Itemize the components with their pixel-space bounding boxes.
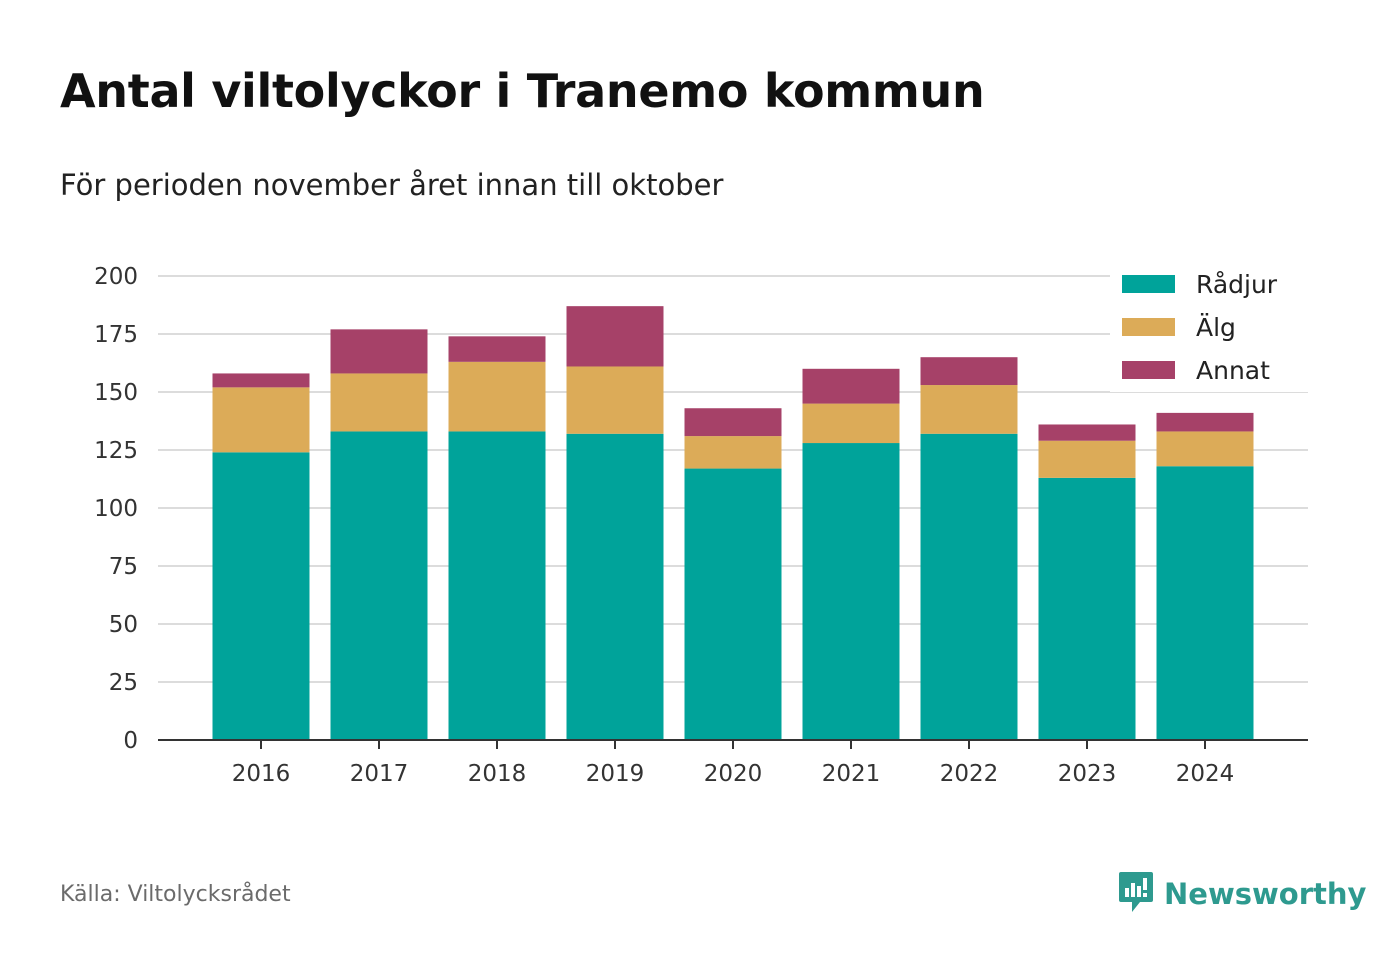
legend-label: Rådjur <box>1196 270 1278 299</box>
bar-segment <box>684 408 782 437</box>
bar-segment <box>920 433 1018 740</box>
bar-segment <box>802 368 900 404</box>
bar-segment <box>684 468 782 740</box>
bar-segment <box>448 361 546 432</box>
y-tick-label: 175 <box>94 322 138 348</box>
x-tick-label: 2023 <box>1058 761 1117 787</box>
x-tick-label: 2016 <box>232 761 291 787</box>
bar-segment <box>1156 431 1254 467</box>
legend-label: Älg <box>1196 313 1236 342</box>
y-tick-label: 25 <box>109 670 138 696</box>
legend: Rådjur Älg Annat <box>1110 262 1308 392</box>
bar-segment <box>566 306 664 367</box>
bar-segment <box>920 385 1018 434</box>
bar-segment <box>448 336 546 362</box>
y-tick-label: 75 <box>109 554 138 580</box>
y-axis-labels: 0 25 50 75 100 125 150 175 200 <box>94 264 138 754</box>
bar-segment <box>566 433 664 740</box>
legend-swatch <box>1122 361 1175 379</box>
x-tick-label: 2018 <box>468 761 527 787</box>
y-tick-label: 125 <box>94 438 138 464</box>
brand-logo: Newsworthy <box>1118 870 1366 918</box>
brand-name: Newsworthy <box>1164 877 1367 911</box>
bar-segment <box>566 366 664 434</box>
y-tick-label: 100 <box>94 496 138 522</box>
bar-segment <box>802 443 900 740</box>
x-tick-label: 2022 <box>940 761 999 787</box>
chart-title: Antal viltolyckor i Tranemo kommun <box>60 64 985 118</box>
bar-segment <box>1156 412 1254 432</box>
legend-label: Annat <box>1196 356 1270 385</box>
bar-segment <box>448 431 546 740</box>
y-tick-label: 0 <box>123 728 138 754</box>
bar-segment <box>212 452 310 740</box>
x-tick-label: 2017 <box>350 761 409 787</box>
y-tick-label: 200 <box>94 264 138 290</box>
y-tick-label: 150 <box>94 380 138 406</box>
chart-subtitle: För perioden november året innan till ok… <box>60 168 724 202</box>
bar-segment <box>330 431 428 740</box>
x-tick-label: 2024 <box>1176 761 1235 787</box>
bar-segment <box>1038 424 1136 441</box>
y-tick-label: 50 <box>109 612 138 638</box>
bar-segment <box>330 373 428 432</box>
bar-segment <box>212 387 310 453</box>
legend-swatch <box>1122 275 1175 293</box>
newsworthy-chat-bars-icon <box>1118 870 1154 918</box>
x-tick-label: 2021 <box>822 761 881 787</box>
bar-segment <box>684 436 782 469</box>
x-axis: 2016 2017 2018 2019 2020 2021 2022 2023 2024 <box>158 739 1308 787</box>
x-tick-label: 2020 <box>704 761 763 787</box>
x-tick-label: 2019 <box>586 761 645 787</box>
bar-segment <box>330 329 428 374</box>
bar-segment <box>1038 440 1136 478</box>
source-note: Källa: Viltolycksrådet <box>60 882 291 907</box>
bar-segment <box>1156 466 1254 740</box>
bars <box>212 306 1254 740</box>
legend-swatch <box>1122 318 1175 336</box>
bar-segment <box>920 357 1018 386</box>
bar-segment <box>212 373 310 388</box>
bar-segment <box>1038 477 1136 740</box>
bar-segment <box>802 403 900 444</box>
